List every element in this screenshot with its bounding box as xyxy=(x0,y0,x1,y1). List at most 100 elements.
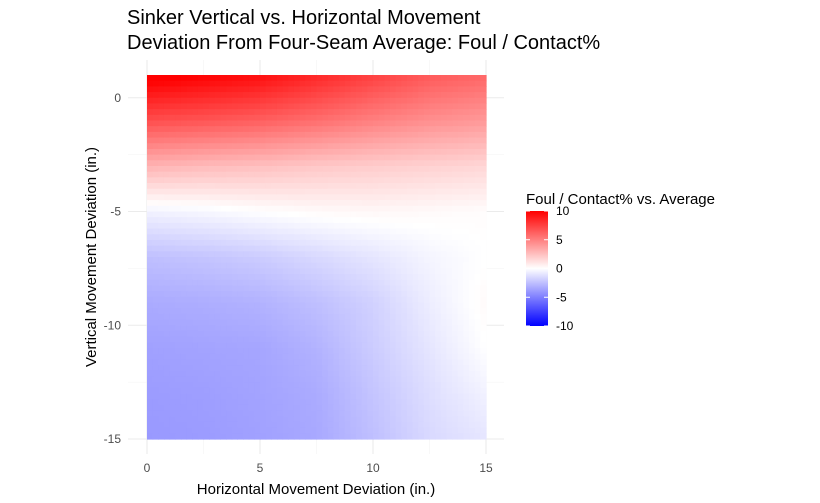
heatmap-cell xyxy=(288,205,295,213)
heatmap-cell xyxy=(288,393,295,400)
heatmap-cell xyxy=(214,154,222,161)
heatmap-cell xyxy=(226,302,233,309)
heatmap-cell xyxy=(197,109,205,116)
heatmap-cell xyxy=(271,97,278,105)
heatmap-cell xyxy=(401,75,408,82)
heatmap-cell xyxy=(180,421,188,429)
heatmap-cell xyxy=(237,137,244,144)
heatmap-cell xyxy=(163,365,171,372)
heatmap-cell xyxy=(248,336,255,343)
heatmap-cell xyxy=(169,137,176,144)
heatmap-cell xyxy=(344,342,351,349)
heatmap-cell xyxy=(406,404,414,412)
heatmap-cell xyxy=(180,308,188,315)
heatmap-cell xyxy=(282,109,289,116)
heatmap-cell xyxy=(243,274,250,281)
heatmap-cell xyxy=(248,251,255,258)
heatmap-cell xyxy=(305,131,312,139)
heatmap-cell xyxy=(271,353,278,360)
heatmap-cell xyxy=(344,200,351,207)
heatmap-cell xyxy=(214,427,222,434)
heatmap-cell xyxy=(423,382,431,389)
heatmap-cell xyxy=(457,433,464,440)
heatmap-cell xyxy=(457,205,464,213)
heatmap-cell xyxy=(412,103,419,110)
heatmap-cell xyxy=(389,285,397,292)
heatmap-cell xyxy=(452,410,459,417)
heatmap-cell xyxy=(469,137,476,144)
heatmap-cell xyxy=(429,370,436,378)
heatmap-cell xyxy=(327,120,335,127)
heatmap-cell xyxy=(339,143,346,150)
heatmap-cell xyxy=(197,421,205,429)
heatmap-cell xyxy=(293,319,301,326)
heatmap-cell xyxy=(288,308,295,315)
heatmap-cell xyxy=(339,319,346,326)
heatmap-cell xyxy=(288,359,295,366)
heatmap-cell xyxy=(316,302,323,309)
heatmap-cell xyxy=(429,75,436,82)
heatmap-cell xyxy=(344,137,351,144)
heatmap-cell xyxy=(197,302,205,309)
heatmap-cell xyxy=(180,109,188,116)
heatmap-cell xyxy=(327,205,335,213)
heatmap-cell xyxy=(480,148,487,156)
heatmap-cell xyxy=(305,353,312,360)
heatmap-cell xyxy=(356,291,363,298)
heatmap-cell xyxy=(378,222,385,230)
heatmap-cell xyxy=(395,308,402,315)
heatmap-cell xyxy=(282,376,289,383)
heatmap-cell xyxy=(237,393,244,400)
heatmap-cell xyxy=(214,359,222,366)
heatmap-cell xyxy=(395,92,402,99)
heatmap-cell xyxy=(429,359,436,366)
heatmap-cell xyxy=(248,279,255,287)
heatmap-cell xyxy=(361,114,368,122)
heatmap-cell xyxy=(288,251,295,258)
heatmap-cell xyxy=(260,427,267,434)
heatmap-cell xyxy=(344,348,351,355)
heatmap-cell xyxy=(299,308,306,315)
heatmap-cell xyxy=(474,194,481,201)
heatmap-cell xyxy=(389,239,397,247)
heatmap-cell xyxy=(333,336,340,343)
heatmap-cell xyxy=(260,131,267,139)
heatmap-cell xyxy=(203,86,210,93)
heatmap-cell xyxy=(469,427,476,434)
heatmap-cell xyxy=(469,103,476,110)
heatmap-cell xyxy=(452,279,459,287)
heatmap-cell xyxy=(265,92,272,99)
heatmap-cell xyxy=(169,262,176,269)
heatmap-cell xyxy=(480,262,487,269)
heatmap-cell xyxy=(169,194,176,201)
heatmap-cell xyxy=(480,120,487,127)
heatmap-cell xyxy=(327,154,335,161)
heatmap-cell xyxy=(299,336,306,343)
heatmap-cell xyxy=(327,251,335,258)
heatmap-cell xyxy=(226,222,233,230)
heatmap-cell xyxy=(276,245,284,252)
heatmap-cell xyxy=(310,228,318,235)
heatmap-cell xyxy=(175,393,182,400)
heatmap-cell xyxy=(163,348,171,355)
heatmap-cell xyxy=(214,257,222,264)
heatmap-cell xyxy=(389,313,397,321)
heatmap-cell xyxy=(457,103,464,110)
heatmap-cell xyxy=(412,131,419,139)
heatmap-cell xyxy=(356,404,363,412)
heatmap-cell xyxy=(197,103,205,110)
heatmap-cell xyxy=(282,114,289,122)
heatmap-cell xyxy=(237,126,244,133)
heatmap-cell xyxy=(260,336,267,343)
heatmap-cell xyxy=(327,131,335,139)
heatmap-cell xyxy=(378,166,385,173)
heatmap-cell xyxy=(260,313,267,321)
heatmap-cell xyxy=(203,154,210,161)
heatmap-cell xyxy=(333,211,340,218)
heatmap-cell xyxy=(480,353,487,360)
heatmap-cell xyxy=(389,319,397,326)
heatmap-cell xyxy=(423,353,431,360)
heatmap-cell xyxy=(226,120,233,127)
heatmap-cell xyxy=(339,154,346,161)
heatmap-cell xyxy=(158,268,165,275)
